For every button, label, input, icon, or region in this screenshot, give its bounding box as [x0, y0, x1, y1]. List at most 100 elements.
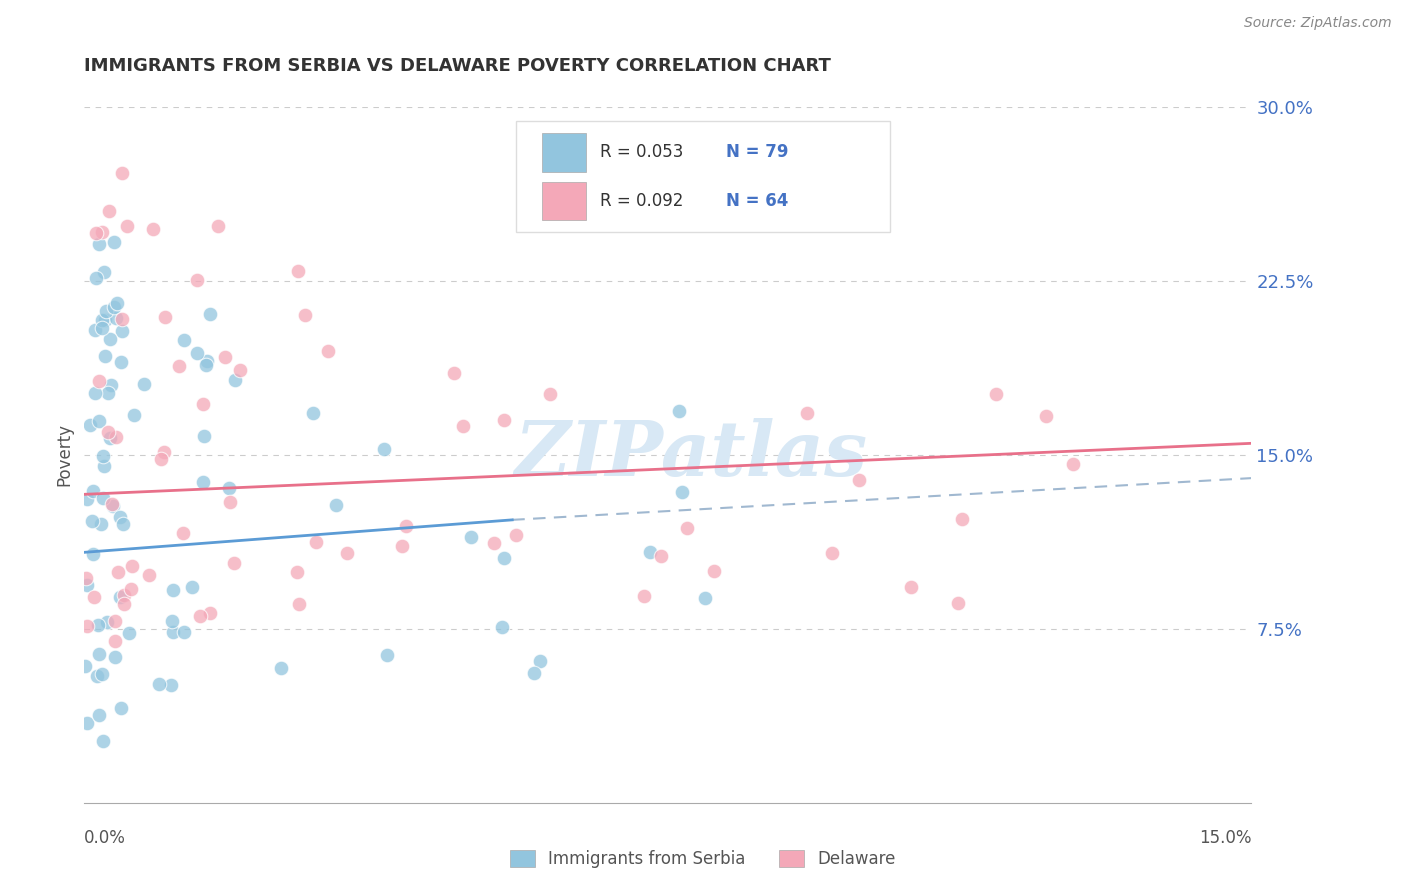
Point — [148, 677, 170, 691]
Point — [76, 577, 98, 591]
Point — [668, 403, 690, 417]
Point — [96, 615, 118, 629]
Point — [98, 204, 121, 219]
Point — [87, 618, 110, 632]
Point — [270, 661, 292, 675]
Point — [149, 452, 172, 467]
Point — [703, 564, 725, 578]
Text: 0.0%: 0.0% — [84, 829, 127, 847]
Text: 15.0%: 15.0% — [1199, 829, 1251, 847]
Point — [162, 583, 184, 598]
Point — [198, 307, 221, 321]
Point — [160, 678, 183, 692]
Point — [162, 624, 184, 639]
Point — [91, 734, 114, 748]
Point — [505, 528, 527, 542]
Point — [218, 482, 240, 496]
Point — [188, 609, 211, 624]
FancyBboxPatch shape — [541, 134, 586, 172]
Point — [529, 654, 551, 668]
Point — [91, 667, 114, 681]
Point — [1062, 457, 1084, 471]
Point — [451, 419, 474, 434]
Point — [671, 485, 693, 500]
Point — [104, 614, 127, 628]
Point — [693, 591, 716, 605]
Point — [900, 580, 922, 594]
Point — [94, 313, 117, 327]
Point — [79, 417, 101, 432]
Point — [93, 350, 115, 364]
Point — [112, 597, 135, 611]
Text: Source: ZipAtlas.com: Source: ZipAtlas.com — [1244, 16, 1392, 29]
Point — [93, 459, 115, 474]
Point — [318, 343, 340, 358]
Point — [207, 219, 229, 234]
Point — [172, 526, 194, 541]
Point — [104, 649, 127, 664]
Point — [153, 445, 176, 459]
Point — [287, 264, 309, 278]
Point — [87, 648, 110, 662]
Point — [104, 310, 127, 325]
Point — [76, 716, 98, 731]
Point — [373, 442, 395, 456]
Point — [288, 597, 311, 611]
Point — [105, 430, 128, 444]
Point — [443, 366, 465, 380]
Point — [100, 332, 122, 346]
Point — [229, 363, 252, 377]
Point — [112, 517, 135, 532]
Point — [120, 582, 142, 596]
Point — [115, 219, 138, 233]
Point — [107, 566, 129, 580]
Point — [91, 320, 114, 334]
Point — [222, 556, 245, 570]
FancyBboxPatch shape — [516, 121, 890, 232]
Point — [91, 313, 114, 327]
Point — [294, 308, 316, 322]
Point — [224, 373, 246, 387]
Point — [494, 412, 516, 426]
Point — [848, 473, 870, 487]
Point — [87, 374, 110, 388]
Text: R = 0.053: R = 0.053 — [600, 144, 683, 161]
Point — [84, 270, 107, 285]
Text: IMMIGRANTS FROM SERBIA VS DELAWARE POVERTY CORRELATION CHART: IMMIGRANTS FROM SERBIA VS DELAWARE POVER… — [84, 57, 831, 75]
Point — [87, 414, 110, 428]
Point — [93, 264, 115, 278]
Point — [97, 386, 120, 401]
Point — [84, 226, 107, 240]
Point — [219, 495, 242, 509]
Point — [173, 625, 195, 640]
Point — [76, 492, 98, 507]
Point — [118, 626, 141, 640]
Point — [195, 358, 218, 372]
Point — [82, 547, 104, 561]
Point — [89, 236, 111, 251]
Point — [112, 588, 135, 602]
Point — [82, 483, 104, 498]
Point — [484, 536, 506, 550]
Point — [986, 387, 1008, 401]
Point — [153, 310, 176, 324]
Point — [110, 701, 132, 715]
FancyBboxPatch shape — [541, 182, 586, 220]
Point — [285, 565, 308, 579]
Point — [638, 545, 661, 559]
Point — [103, 300, 125, 314]
Point — [100, 377, 122, 392]
Text: ZIPatlas: ZIPatlas — [515, 418, 868, 491]
Point — [325, 498, 347, 512]
Point — [98, 431, 121, 445]
Point — [950, 512, 973, 526]
Point — [75, 659, 97, 673]
Point — [91, 449, 114, 463]
Point — [460, 530, 482, 544]
Point — [105, 296, 128, 310]
Y-axis label: Poverty: Poverty — [55, 424, 73, 486]
Point — [101, 499, 124, 513]
Point — [110, 355, 132, 369]
Point — [142, 222, 165, 236]
Point — [90, 516, 112, 531]
